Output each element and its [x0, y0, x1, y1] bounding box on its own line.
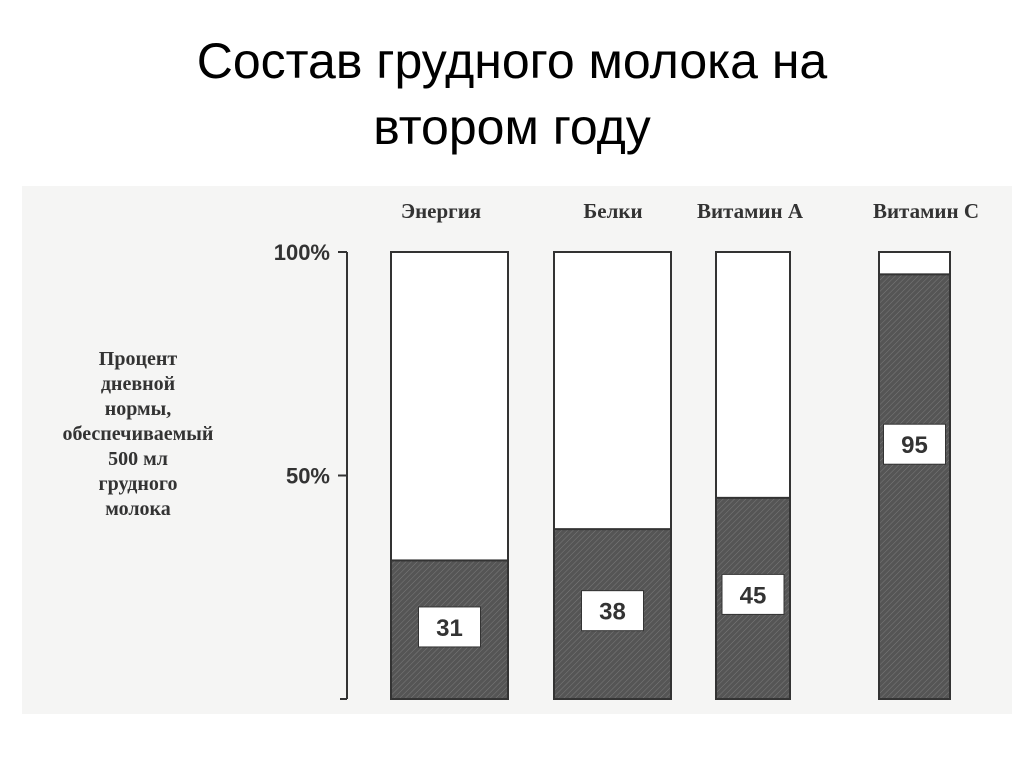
data-label-box — [883, 423, 946, 465]
data-label: 38 — [599, 599, 626, 626]
y-axis-label-line: молока — [105, 498, 171, 520]
y-axis-label-line: грудного — [98, 473, 178, 495]
data-label: 95 — [901, 432, 928, 459]
bar — [878, 273, 951, 700]
category-label: Витамин С — [873, 199, 979, 223]
category-label: Витамин А — [697, 199, 804, 223]
y-axis-label-line: 500 мл — [108, 448, 168, 470]
y-tick-label: 50% — [286, 464, 330, 489]
data-label: 31 — [436, 615, 463, 642]
data-label-box — [721, 573, 785, 615]
y-axis-label: Процент дневной нормы, обеспечиваемый 50… — [32, 347, 244, 522]
y-axis-label-line: дневной — [100, 373, 176, 395]
category-label: Энергия — [401, 199, 481, 223]
category-label: Белки — [583, 199, 642, 223]
chart-figure — [22, 186, 1012, 714]
y-tick-label: 100% — [274, 240, 330, 265]
y-axis-label-line: обеспечиваемый — [62, 423, 214, 445]
slide-title: Состав грудного молока на втором году — [0, 28, 1024, 160]
data-label-box — [581, 590, 644, 632]
slide-title-line-2: втором году — [373, 99, 651, 155]
data-label-box — [418, 606, 481, 648]
y-axis-label-line: Процент — [98, 348, 178, 370]
slide-title-line-1: Состав грудного молока на — [196, 33, 828, 89]
data-label: 45 — [740, 582, 767, 609]
y-axis-label-line: нормы, — [104, 398, 172, 420]
